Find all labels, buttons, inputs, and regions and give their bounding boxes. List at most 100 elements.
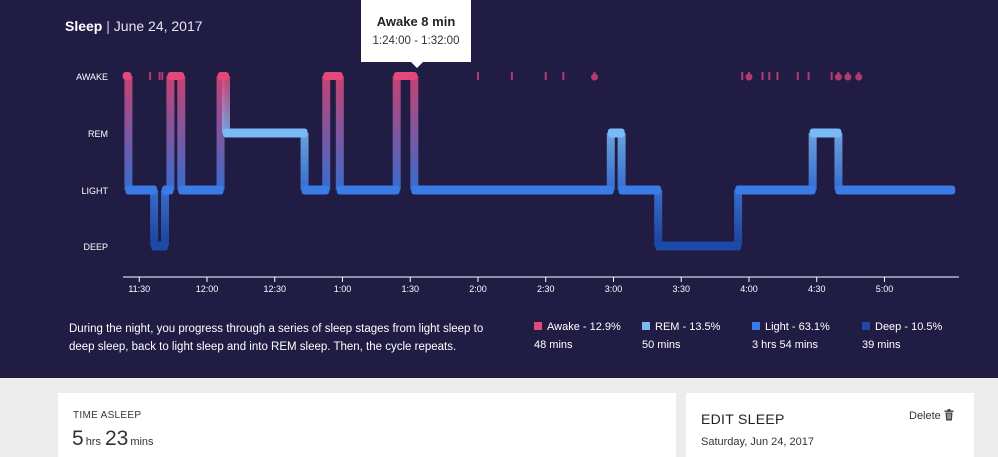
deep-swatch [862,322,870,330]
legend-awake-label: Awake - 12.9% [547,321,621,333]
x-tick-label: 1:00 [334,284,352,294]
time-asleep-hours: 5 [72,427,84,450]
brief-awake-dot [834,73,842,81]
stage-transition [410,76,419,190]
stage-segment-light [735,185,816,195]
sleep-stages-chart[interactable]: AWAKE REM LIGHT DEEP 11:30 12:00 12:30 1:00 1:30… [0,0,998,300]
stage-label-deep: DEEP [83,242,108,252]
x-tick-label: 1:30 [401,284,419,294]
legend-deep: Deep - 10.5% 39 mins [862,321,942,351]
stage-transition [216,76,225,190]
tooltip-title: Awake 8 min [376,14,456,29]
x-tick-label: 2:30 [537,284,555,294]
sleep-title: Sleep [65,18,103,34]
brief-awake-mark [544,72,547,80]
brief-awake-mark [776,72,779,80]
legend-rem-duration: 50 mins [642,339,681,351]
delete-button[interactable]: Delete [909,409,954,422]
legend-rem-label: REM - 13.5% [655,321,721,333]
brief-awake-mark [796,72,799,80]
stage-transition [734,190,743,246]
legend-deep-label: Deep - 10.5% [875,321,943,333]
brief-awake-mark [161,72,164,80]
stage-segment-awake [217,72,229,80]
brief-awake-mark [158,72,161,80]
legend-light-label: Light - 63.1% [765,321,830,333]
stage-segment-deep [655,241,742,251]
delete-label: Delete [909,410,941,422]
brief-awake-mark [149,72,152,80]
stage-transition [221,76,230,133]
x-tick-label: 5:00 [876,284,894,294]
stage-segment-rem [607,128,625,138]
stage-segment-deep [151,241,169,251]
time-asleep-label: TIME ASLEEP [73,410,142,421]
legend-light: Light - 63.1% 3 hrs 54 mins [752,321,830,351]
brief-awake-mark [741,72,744,80]
stage-transition [177,76,186,190]
brief-awake-mark [562,72,565,80]
stage-segment-rem [222,128,308,138]
stage-label-light: LIGHT [81,186,108,196]
legend-deep-duration: 39 mins [862,339,901,351]
x-tick-label: 4:00 [740,284,758,294]
panel-title: Sleep | June 24, 2017 [65,18,203,34]
stage-segment-awake [167,72,185,80]
time-asleep-value: 5 hrs 23 mins [72,427,158,451]
stage-label-rem: REM [88,129,108,139]
brief-awake-mark [807,72,810,80]
title-separator: | [106,18,110,34]
edit-sleep-title: EDIT SLEEP [701,411,785,427]
sleep-date: June 24, 2017 [113,18,203,34]
time-asleep-hours-unit: hrs [85,436,101,448]
x-tick-label: 3:00 [605,284,623,294]
light-swatch [752,322,760,330]
brief-awake-mark [830,72,833,80]
stage-segment-light [301,185,330,195]
stage-segment-light [162,185,174,195]
stage-transition [606,133,615,190]
stage-transition [322,76,331,190]
legend-rem: REM - 13.5% 50 mins [642,321,720,351]
legend-awake-duration: 48 mins [534,339,573,351]
stage-segment-light [125,185,158,195]
stage-transition [834,133,843,190]
x-tick-label: 4:30 [808,284,826,294]
brief-awake-dot [745,73,753,81]
stages-description: During the night, you progress through a… [69,323,484,353]
stage-segment-light [835,185,956,195]
stage-transition [654,190,663,246]
awake-swatch [534,322,542,330]
stage-segment-light [618,185,662,195]
x-tick-label: 2:00 [469,284,487,294]
stage-transition [166,76,175,190]
brief-awake-dot [855,73,863,81]
sleep-stages-panel: Sleep | June 24, 2017 AWAKE REM LIGHT DEEP 1… [0,0,998,378]
stage-transition [150,190,159,246]
stage-transition [392,76,401,190]
x-tick-label: 3:30 [672,284,690,294]
x-tick-label: 11:30 [128,284,150,294]
stage-tooltip: Awake 8 min 1:24:00 - 1:32:00 [361,0,471,68]
edit-sleep-card: EDIT SLEEP Delete Saturday, Jun 24, 2017 [686,393,974,457]
stage-segment-light [178,185,224,195]
brief-awake-mark [761,72,764,80]
trash-icon [944,409,954,421]
time-asleep-minutes-unit: mins [130,436,154,448]
x-tick-label: 12:00 [196,284,219,294]
stage-segment-light [411,185,614,195]
time-asleep-card: TIME ASLEEP 5 hrs 23 mins [58,393,676,457]
brief-awake-dot [591,73,599,81]
stage-transition [808,133,817,190]
legend-awake: Awake - 12.9% 48 mins [534,321,621,351]
x-tick-label: 12:30 [263,284,286,294]
brief-awake-mark [768,72,771,80]
legend-light-duration: 3 hrs 54 mins [752,339,819,351]
stage-transition [124,76,133,190]
stage-label-awake: AWAKE [76,72,108,82]
stage-segment-light [336,185,400,195]
stage-segment-awake [393,72,418,80]
time-asleep-minutes: 23 [104,427,129,450]
stage-segment-rem [809,128,842,138]
stage-transition [335,76,344,190]
